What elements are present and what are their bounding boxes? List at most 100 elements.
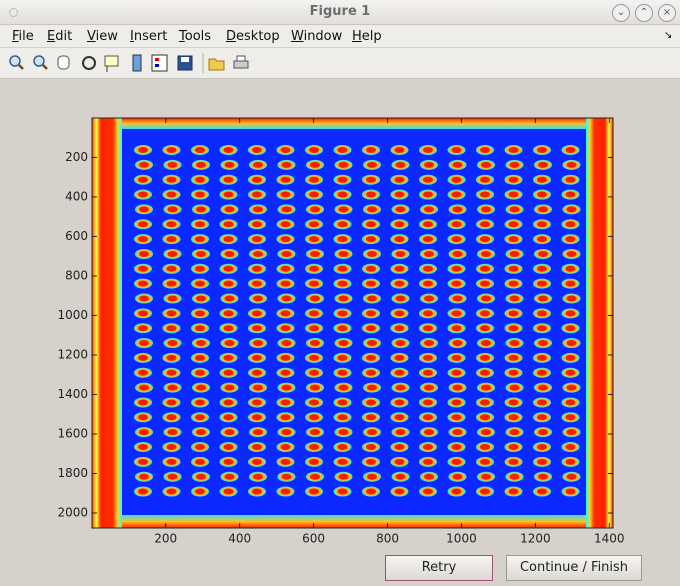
spot-core xyxy=(565,221,576,228)
spot-core xyxy=(394,354,405,361)
spot-core xyxy=(195,444,205,450)
spot-core xyxy=(480,369,490,376)
maximize-button[interactable]: ⌃ xyxy=(635,4,653,22)
spot-core xyxy=(252,369,262,376)
menu-item[interactable]: View xyxy=(87,29,118,44)
spot-core xyxy=(451,221,462,228)
spot-core xyxy=(537,488,547,495)
spot-core xyxy=(424,429,434,436)
spot-core xyxy=(252,325,262,332)
spot-core xyxy=(310,206,320,213)
spot-core xyxy=(223,325,234,332)
spot-core xyxy=(337,191,348,198)
spot-core xyxy=(538,206,548,213)
spot-core xyxy=(566,161,577,168)
save-tool[interactable] xyxy=(177,55,193,71)
spot-core xyxy=(166,354,177,361)
spot-core xyxy=(366,369,376,376)
spot-core xyxy=(280,236,291,243)
continue-button[interactable]: Continue / Finish xyxy=(506,555,642,581)
spot-core xyxy=(452,206,463,213)
print-tool[interactable] xyxy=(233,55,249,69)
spot-core xyxy=(366,221,376,228)
spot-core xyxy=(508,325,519,332)
spot-core xyxy=(139,473,149,480)
spot-core xyxy=(195,176,205,183)
spot-core xyxy=(395,250,406,257)
spot-core xyxy=(394,176,405,183)
spot-core xyxy=(166,310,177,317)
spot-core xyxy=(367,340,377,347)
spot-core xyxy=(224,206,235,213)
spot-core xyxy=(424,206,434,213)
image-edge xyxy=(92,515,613,528)
open-tool[interactable] xyxy=(208,58,225,71)
spot-core xyxy=(167,429,178,436)
spot-core xyxy=(394,191,405,198)
spot-core xyxy=(423,191,433,198)
close-button[interactable]: × xyxy=(658,4,676,22)
spot-core xyxy=(166,265,177,272)
y-tick-label: 2000 xyxy=(57,505,88,519)
spot-core xyxy=(366,488,376,495)
spot-core xyxy=(138,458,148,465)
spot-core xyxy=(565,325,576,332)
spot-core xyxy=(309,488,319,495)
menu-item[interactable]: Window xyxy=(291,29,343,44)
spot-core xyxy=(451,369,462,376)
spot-core xyxy=(281,295,292,302)
menu-item[interactable]: Edit xyxy=(47,29,73,44)
y-tick-label: 200 xyxy=(65,150,88,164)
menu-item[interactable]: Help xyxy=(352,29,382,44)
menu-item[interactable]: Tools xyxy=(179,29,212,44)
spot-core xyxy=(195,147,205,153)
spot-core xyxy=(394,147,405,153)
spot-core xyxy=(337,265,348,272)
spot-core xyxy=(509,295,520,302)
spot-core xyxy=(508,236,519,243)
menu-bar: ↘ File Edit View Insert Tools Desktop Window He… xyxy=(0,25,680,48)
spot-core xyxy=(480,488,490,495)
rotate-tool[interactable] xyxy=(82,56,96,70)
spot-core xyxy=(139,429,149,436)
spot-core xyxy=(223,444,234,450)
image-edge xyxy=(586,118,613,528)
spot-core xyxy=(167,206,178,213)
spot-core xyxy=(309,325,319,332)
y-tick-label: 800 xyxy=(65,268,88,282)
spot-core xyxy=(367,384,377,391)
spot-core xyxy=(224,384,235,391)
spot-core xyxy=(167,295,178,302)
spot-core xyxy=(280,399,291,406)
spot-core xyxy=(394,236,405,243)
spot-core xyxy=(337,280,348,287)
spot-core xyxy=(366,147,376,153)
axes-box xyxy=(91,117,614,529)
spot-core xyxy=(166,147,177,153)
spot-core xyxy=(423,354,433,361)
zoom-in-tool[interactable] xyxy=(9,55,24,70)
retry-button[interactable]: Retry xyxy=(385,555,493,581)
spot-core xyxy=(481,429,491,436)
spot-core xyxy=(166,488,177,495)
zoom-out-tool[interactable] xyxy=(33,55,48,70)
spot-core xyxy=(337,399,348,406)
legend-tool[interactable] xyxy=(151,54,168,72)
menu-item[interactable]: Insert xyxy=(130,29,168,44)
spot-core xyxy=(509,206,520,213)
spot-core xyxy=(224,295,235,302)
spot-core xyxy=(309,414,319,421)
spot-core xyxy=(280,369,291,376)
y-tick-label: 400 xyxy=(65,189,88,203)
spot-core xyxy=(167,340,178,347)
menu-item[interactable]: File xyxy=(12,29,34,44)
data-cursor-tool[interactable] xyxy=(104,55,119,72)
pan-tool[interactable] xyxy=(57,55,70,70)
colorbar-tool[interactable] xyxy=(132,54,142,72)
spot-core xyxy=(280,265,291,272)
spot-core xyxy=(366,458,376,465)
spot-core xyxy=(252,147,262,153)
minimize-button[interactable]: ⌄ xyxy=(612,4,630,22)
menu-item[interactable]: Desktop xyxy=(226,29,280,44)
